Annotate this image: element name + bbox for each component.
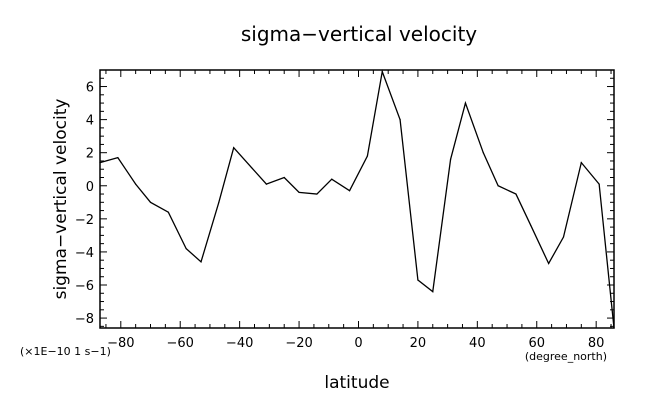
data-point: [497, 185, 499, 187]
x-tick-label: 80: [588, 336, 605, 351]
data-point: [530, 224, 532, 227]
data-point: [348, 190, 351, 192]
data-point: [417, 279, 419, 281]
data-point: [149, 201, 152, 203]
data-point: [331, 178, 333, 180]
series-points: [99, 71, 615, 329]
y-tick-label: 0: [86, 180, 94, 195]
axis-ticks: [100, 69, 614, 328]
y-tick-label: 2: [86, 147, 94, 162]
data-point: [366, 155, 368, 157]
data-point: [99, 162, 101, 164]
data-point: [482, 152, 484, 154]
y-tick-label: −2: [75, 213, 94, 228]
data-point: [298, 191, 300, 193]
data-point: [449, 158, 452, 160]
data-point: [167, 211, 169, 213]
x-tick-label: −40: [226, 336, 253, 351]
x-tick-label: 0: [354, 336, 362, 351]
y-tick-label: 6: [86, 81, 94, 96]
data-point: [117, 157, 119, 159]
series-line: [99, 69, 615, 329]
data-point: [399, 119, 401, 121]
data-point: [613, 327, 615, 329]
data-point: [283, 176, 285, 179]
y-axis-label: sigma−vertical velocity: [51, 99, 71, 300]
data-point: [233, 147, 235, 149]
x-axis-label: latitude: [324, 373, 389, 393]
y-tick-label: −6: [75, 279, 94, 294]
x-tick-label: −20: [285, 336, 312, 351]
x-units-label: (degree_north): [525, 350, 607, 363]
data-point: [135, 183, 137, 185]
data-point: [185, 248, 187, 250]
y-tick-labels: 6 4 2 0 −2 −4 −6 −8: [75, 81, 94, 328]
y-units-label: (×1E−10 1 s−1): [20, 345, 111, 358]
x-tick-label: 20: [410, 336, 427, 351]
data-point: [265, 183, 267, 185]
y-tick-label: −8: [75, 312, 94, 327]
plot-frame: [99, 69, 615, 329]
y-tick-label: −4: [75, 246, 94, 261]
x-tick-label: −60: [167, 336, 194, 351]
data-point: [200, 261, 202, 263]
data-point: [515, 193, 517, 195]
data-point: [548, 262, 550, 265]
x-tick-label: 60: [528, 336, 545, 351]
data-point: [464, 102, 467, 104]
data-point: [218, 201, 220, 203]
x-tick-label: 40: [469, 336, 486, 351]
x-tick-label: −80: [107, 336, 134, 351]
data-point: [580, 162, 582, 164]
data-point: [316, 193, 318, 195]
data-point: [381, 71, 383, 73]
data-point: [432, 291, 434, 293]
data-point: [598, 183, 600, 185]
chart-title: sigma−vertical velocity: [241, 22, 477, 46]
x-tick-labels: −80 −60 −40 −20 0 20 40 60 80: [107, 336, 604, 351]
data-point: [250, 166, 253, 169]
data-point: [562, 236, 565, 238]
y-tick-label: 4: [86, 114, 94, 129]
